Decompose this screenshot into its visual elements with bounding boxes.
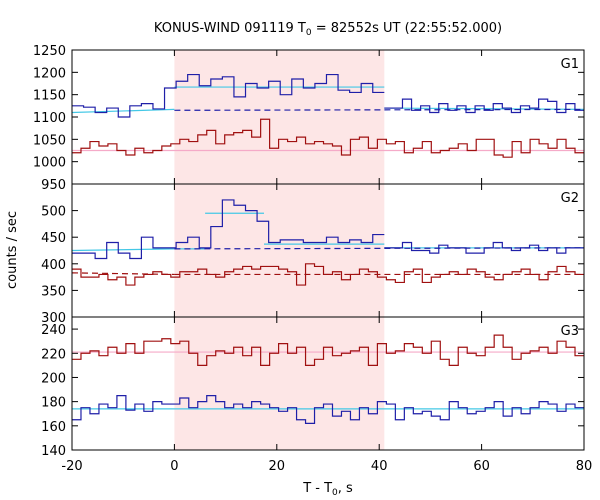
x-tick-label: 60 [473, 459, 490, 474]
y-tick-label: 200 [41, 371, 66, 386]
red-counts-series [72, 263, 584, 286]
panel-label: G1 [561, 57, 579, 72]
blue-counts-series [72, 394, 584, 424]
fit-line [71, 248, 175, 252]
y-tick-label: 400 [41, 258, 66, 273]
y-tick-label: 160 [41, 420, 66, 435]
panel-label: G2 [561, 191, 579, 206]
x-tick-label: 0 [170, 459, 178, 474]
y-tick-label: 180 [41, 396, 66, 411]
y-tick-label: 1000 [33, 156, 66, 171]
dashed-fit-line [174, 247, 585, 250]
fit-line [71, 108, 175, 114]
blue-counts-series [384, 98, 584, 114]
y-tick-label: 220 [41, 347, 66, 362]
red-counts-series [72, 118, 584, 158]
y-axis-label: counts / sec [5, 211, 20, 289]
panels: 950100010501100115012001250G130035040045… [33, 44, 592, 474]
dashed-fit-line [174, 108, 585, 111]
blue-counts-series [72, 73, 385, 118]
x-tick-label: 20 [269, 459, 286, 474]
y-tick-label: 1050 [33, 133, 66, 148]
chart-title: KONUS-WIND 091119 T0 = 82552s UT (22:55:… [154, 21, 502, 38]
red-counts-series [72, 334, 584, 366]
x-tick-label: 40 [371, 459, 388, 474]
y-tick-label: 950 [41, 178, 66, 193]
shaded-interval [174, 50, 385, 450]
y-tick-label: 450 [41, 231, 66, 246]
panel-frame [71, 316, 585, 451]
y-tick-label: 1150 [33, 89, 66, 104]
dashed-fit-line [71, 272, 175, 276]
panel-g2: 300 350 400 450 500 G2 [41, 183, 585, 326]
y-tick-label: 1200 [33, 66, 66, 81]
blue-counts-series [384, 241, 584, 254]
panel-g1: 950 1000 1050 1100 1150 1200 1250 G1 [33, 44, 585, 193]
panel-g3: 140 160 180 200 220 240 G3 [41, 316, 585, 459]
y-tick-label: 240 [41, 323, 66, 338]
blue-counts-series [72, 199, 385, 260]
panel-label: G3 [561, 324, 579, 339]
x-tick-label: -20 [61, 459, 82, 474]
y-tick-label: 350 [41, 284, 66, 299]
x-axis-label: T - T0, s [302, 481, 353, 498]
y-tick-label: 1250 [33, 44, 66, 59]
y-tick-label: 300 [41, 311, 66, 326]
y-tick-label: 140 [41, 444, 66, 459]
y-tick-label: 1100 [33, 111, 66, 126]
y-tick-label: 500 [41, 205, 66, 220]
x-tick-label: 80 [576, 459, 593, 474]
